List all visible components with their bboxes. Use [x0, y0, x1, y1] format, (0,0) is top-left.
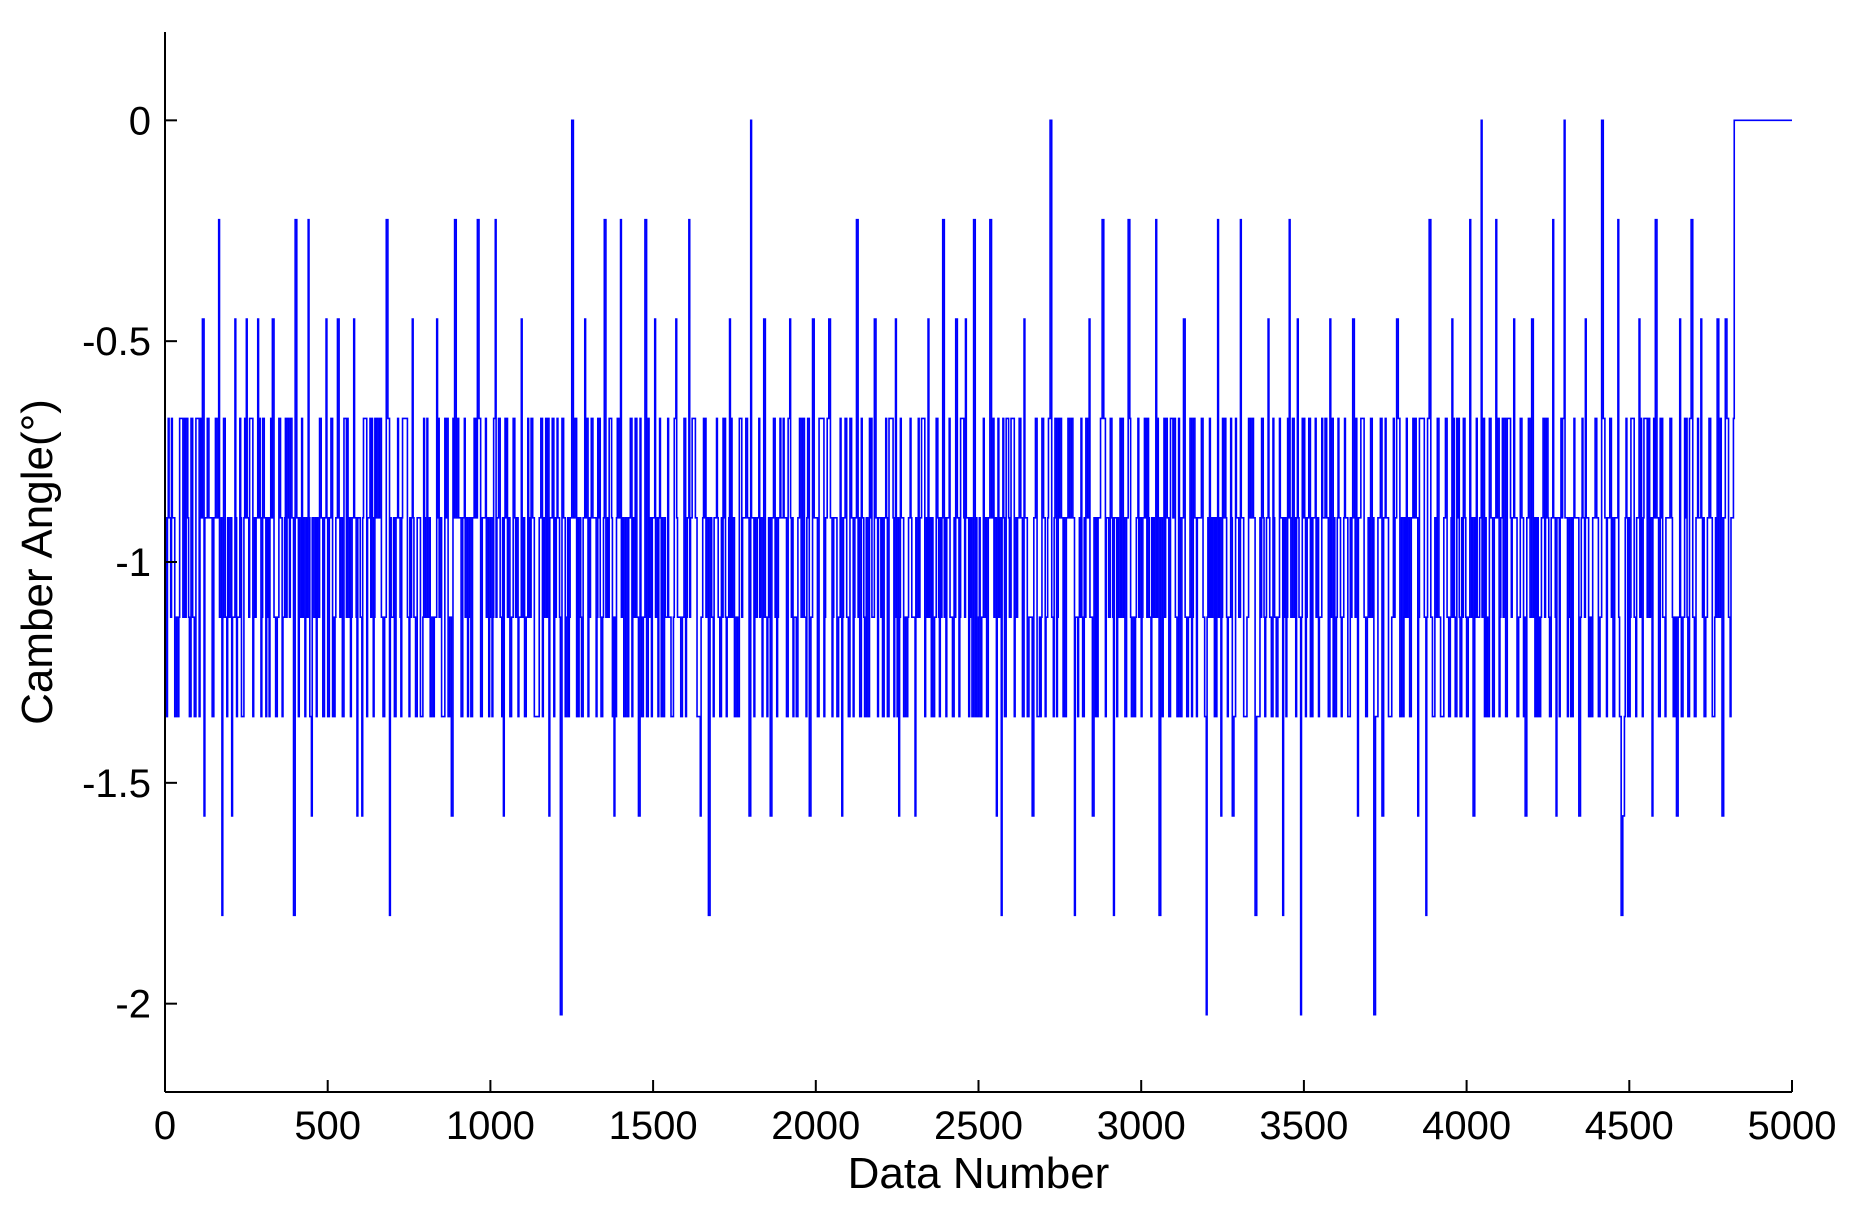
y-axis-title: Camber Angle(°) — [13, 399, 62, 725]
y-tick-label: -1.5 — [82, 762, 151, 806]
y-tick-label: -2 — [115, 983, 151, 1027]
y-tick-label: -1 — [115, 541, 151, 585]
x-axis-title: Data Number — [848, 1149, 1110, 1198]
series-layer — [164, 119, 1792, 1016]
x-tick-label: 1500 — [609, 1104, 698, 1148]
x-tick-label: 3500 — [1259, 1104, 1348, 1148]
y-tick-label: 0 — [129, 99, 151, 143]
x-tick-label: 1000 — [446, 1104, 535, 1148]
x-tick-label: 2500 — [934, 1104, 1023, 1148]
ticks-layer: 0 500 1000 1500 2000 2500 3000 3500 4000 4500 5000… — [82, 99, 1836, 1148]
x-tick-label: 3000 — [1097, 1104, 1186, 1148]
x-tick-label: 4500 — [1585, 1104, 1674, 1148]
x-tick-label: 0 — [154, 1104, 176, 1148]
x-tick-label: 4000 — [1422, 1104, 1511, 1148]
x-tick-label: 5000 — [1748, 1104, 1837, 1148]
y-tick-label: -0.5 — [82, 320, 151, 364]
x-tick-label: 2000 — [771, 1104, 860, 1148]
x-tick-label: 500 — [294, 1104, 361, 1148]
series-line — [164, 119, 1792, 1016]
